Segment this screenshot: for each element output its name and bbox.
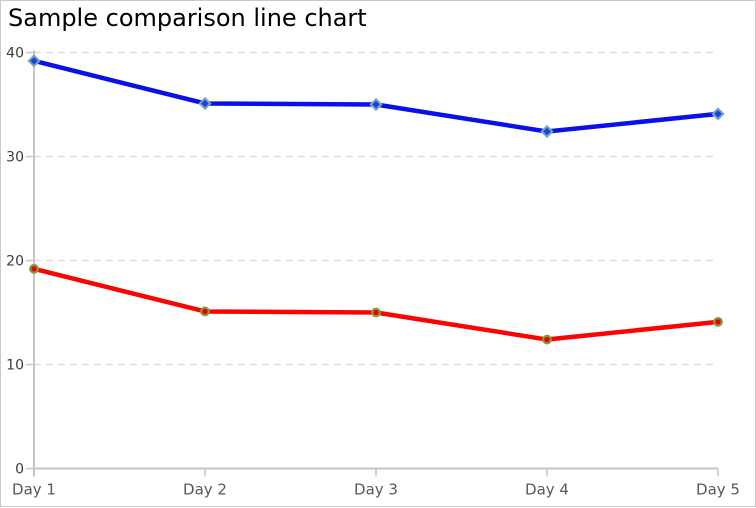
data-point-blue-2: [198, 96, 212, 111]
y-axis-label-40: 40: [6, 46, 24, 62]
data-point-blue-1: [27, 54, 41, 68]
data-point-red-5: [713, 316, 723, 327]
y-axis-label-20: 20: [6, 254, 24, 270]
x-axis-label-4: Day 4: [525, 481, 569, 499]
chart-title: Sample comparison line chart: [8, 4, 367, 32]
x-axis-label-3: Day 3: [354, 481, 398, 499]
data-point-red-1: [29, 263, 39, 274]
data-point-blue-3: [369, 97, 383, 112]
series-line-blue: [31, 58, 721, 134]
x-axis-label-2: Day 2: [183, 481, 227, 499]
series-line-red: [31, 266, 721, 342]
x-axis-label-5: Day 5: [696, 481, 740, 499]
y-axis-label-10: 10: [6, 358, 24, 374]
y-axis-label-30: 30: [6, 150, 24, 166]
x-axis-label-1: Day 1: [12, 481, 56, 499]
data-point-blue-5: [711, 107, 725, 121]
data-point-red-4: [542, 334, 552, 345]
data-point-blue-4: [540, 124, 554, 139]
data-point-red-2: [200, 306, 210, 317]
data-point-red-3: [371, 307, 381, 318]
y-axis-label-0: 0: [15, 462, 24, 478]
